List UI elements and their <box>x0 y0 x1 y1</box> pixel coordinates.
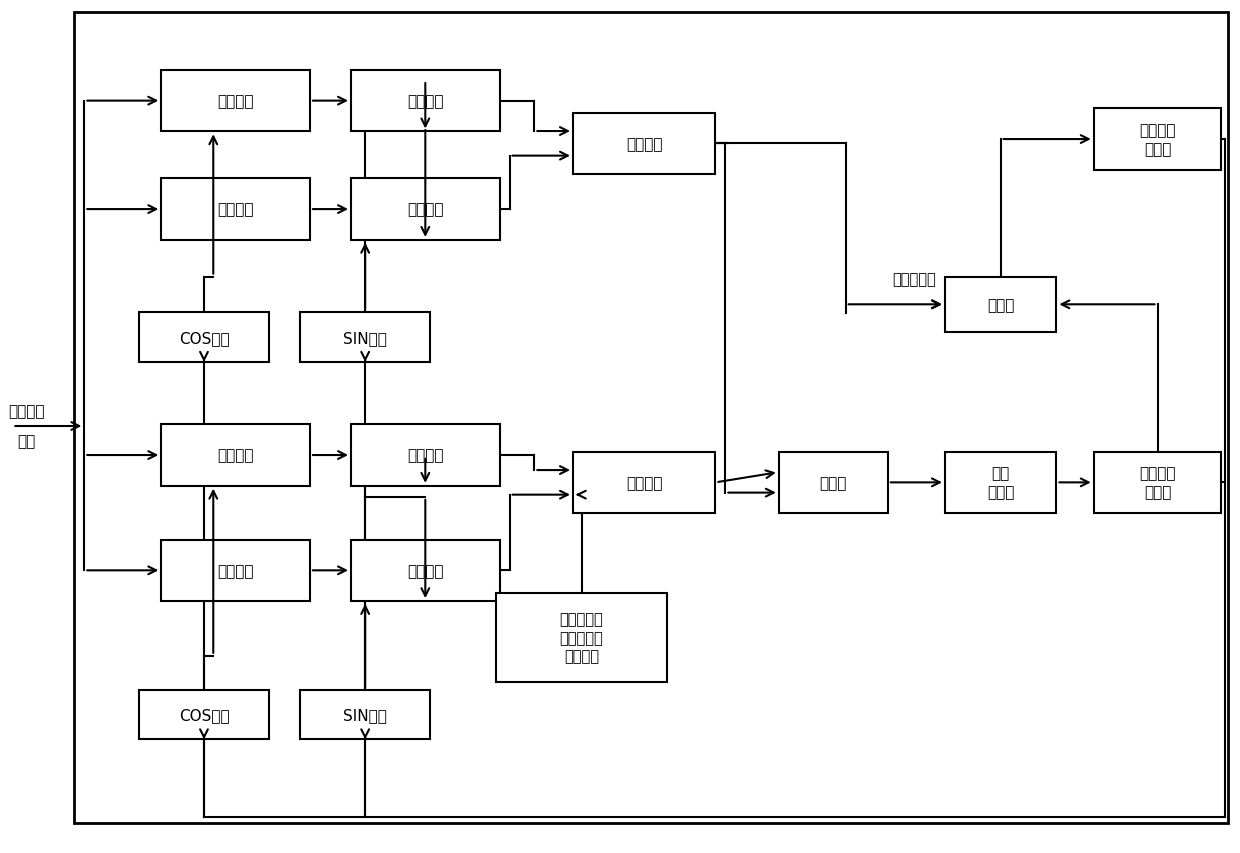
Text: 求模单元: 求模单元 <box>626 136 662 152</box>
Bar <box>496 593 667 682</box>
Text: 分槽数控
振荡器: 分槽数控 振荡器 <box>1140 123 1176 157</box>
Text: 本地直扩码
和跳频图案
产生模块: 本地直扩码 和跳频图案 产生模块 <box>559 612 604 664</box>
Bar <box>139 313 269 363</box>
Bar <box>161 71 310 132</box>
Text: 加法器: 加法器 <box>987 298 1014 312</box>
Bar <box>1094 109 1221 171</box>
Bar <box>351 71 500 132</box>
Text: 解调模块: 解调模块 <box>217 448 254 463</box>
Text: 解扩模块: 解扩模块 <box>407 563 444 578</box>
Bar <box>161 425 310 486</box>
Bar <box>161 540 310 601</box>
Bar <box>161 179 310 241</box>
Text: 解扩模块: 解扩模块 <box>407 94 444 109</box>
Bar <box>573 113 715 175</box>
Text: 鉴频器: 鉴频器 <box>820 475 847 490</box>
Bar <box>1094 452 1221 514</box>
Text: SIN查表: SIN查表 <box>343 330 387 345</box>
Bar <box>573 452 715 514</box>
Bar <box>351 425 500 486</box>
Bar <box>300 690 430 740</box>
Text: 分槽叠加值: 分槽叠加值 <box>893 272 936 287</box>
Text: 环路
滤波器: 环路 滤波器 <box>987 466 1014 500</box>
Text: 信号: 信号 <box>17 433 36 449</box>
Text: COS查表: COS查表 <box>179 707 229 722</box>
Bar <box>779 452 888 514</box>
Text: 解调模块: 解调模块 <box>217 94 254 109</box>
Bar <box>300 313 430 363</box>
Bar <box>351 179 500 241</box>
Text: 解调模块: 解调模块 <box>217 202 254 218</box>
Text: COS查表: COS查表 <box>179 330 229 345</box>
Text: SIN查表: SIN查表 <box>343 707 387 722</box>
Bar <box>351 540 500 601</box>
Text: 主槽数控
振荡器: 主槽数控 振荡器 <box>1140 466 1176 500</box>
Text: 解调模块: 解调模块 <box>217 563 254 578</box>
Text: 解扩模块: 解扩模块 <box>407 202 444 218</box>
Text: 数字中频: 数字中频 <box>9 403 45 419</box>
Bar <box>139 690 269 740</box>
Bar <box>945 452 1056 514</box>
Bar <box>945 277 1056 333</box>
Text: 解扩模块: 解扩模块 <box>407 448 444 463</box>
Text: 求模单元: 求模单元 <box>626 475 662 490</box>
